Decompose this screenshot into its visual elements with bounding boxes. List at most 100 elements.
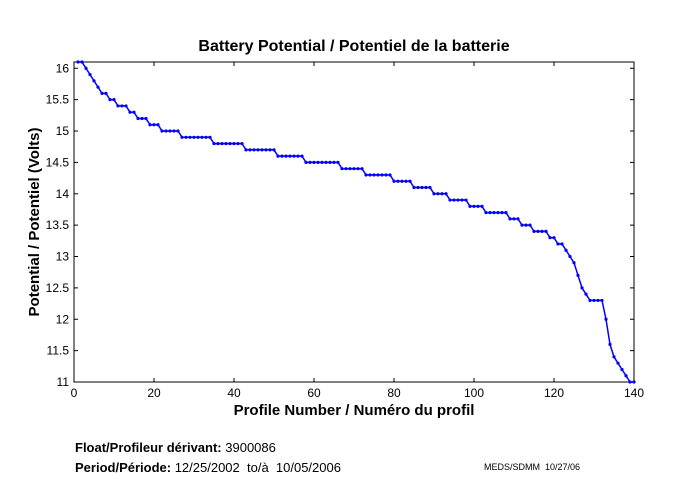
data-point	[336, 160, 340, 164]
y-tick-label: 14.5	[46, 155, 70, 169]
data-point	[276, 154, 280, 158]
data-point	[352, 167, 356, 171]
data-point	[444, 192, 448, 196]
x-tick-label: 100	[464, 386, 484, 400]
data-point	[132, 110, 136, 114]
y-tick-label: 12.5	[46, 281, 70, 295]
data-point	[268, 148, 272, 152]
data-point	[368, 173, 372, 177]
data-point	[540, 229, 544, 234]
data-point	[284, 154, 288, 158]
data-point	[196, 135, 200, 139]
data-point	[224, 141, 228, 146]
data-point	[468, 204, 472, 208]
data-point	[128, 110, 132, 114]
data-point	[388, 173, 392, 177]
data-point	[100, 91, 104, 95]
data-point	[304, 160, 308, 164]
data-point	[308, 160, 312, 164]
series-line	[78, 61, 634, 383]
data-point	[576, 273, 580, 277]
x-tick-label: 140	[624, 386, 644, 400]
chart-title: Battery Potential / Potentiel de la batt…	[198, 38, 509, 55]
data-point	[228, 141, 232, 146]
data-point	[288, 154, 292, 158]
data-point	[528, 223, 532, 227]
data-point	[116, 104, 120, 108]
data-point	[296, 154, 300, 158]
data-point	[532, 229, 536, 234]
data-point	[428, 185, 432, 190]
data-point	[472, 204, 476, 208]
float-info: Float/Profileur dérivant: 3900086	[75, 440, 276, 455]
data-point	[212, 141, 216, 146]
data-point	[332, 160, 336, 164]
period-label: Period/Période:	[75, 460, 172, 475]
data-point	[516, 217, 520, 221]
y-tick-label: 11.5	[47, 344, 70, 358]
data-point	[548, 236, 552, 240]
data-point	[596, 298, 600, 303]
data-point	[408, 179, 412, 183]
data-point	[88, 72, 92, 77]
data-point	[440, 192, 444, 196]
data-point	[556, 242, 560, 246]
data-point	[200, 135, 204, 139]
data-point	[496, 210, 500, 215]
data-point	[480, 204, 484, 208]
data-point	[488, 210, 492, 215]
data-point	[120, 104, 124, 108]
data-point	[84, 66, 88, 70]
series-battery-potential	[76, 60, 636, 384]
data-point	[592, 298, 596, 303]
data-point	[616, 361, 620, 365]
data-point	[536, 229, 540, 234]
data-point	[344, 167, 348, 171]
data-point	[144, 116, 148, 121]
y-tick-label: 13.5	[46, 218, 70, 232]
data-point	[452, 198, 456, 202]
data-point	[380, 173, 384, 177]
data-point	[104, 91, 108, 95]
data-point	[148, 123, 152, 127]
data-point	[292, 154, 296, 158]
data-point	[356, 167, 360, 171]
data-point	[176, 129, 180, 133]
data-point	[436, 192, 440, 196]
y-tick-label: 11	[57, 375, 70, 389]
y-tick-label: 12	[56, 312, 70, 326]
data-point	[568, 254, 572, 259]
data-point	[216, 141, 220, 146]
float-value: 3900086	[225, 440, 276, 455]
x-tick-label: 20	[147, 386, 161, 400]
data-point	[604, 317, 608, 321]
data-point	[580, 286, 584, 290]
x-axis-label: Profile Number / Numéro du profil	[234, 402, 475, 419]
data-point	[172, 129, 176, 133]
data-point	[460, 198, 464, 202]
data-point	[184, 135, 188, 139]
x-tick-label: 40	[227, 386, 241, 400]
data-point	[504, 210, 508, 215]
data-point	[396, 179, 400, 183]
data-point	[484, 210, 488, 215]
x-tick-label: 60	[307, 386, 321, 400]
data-point	[192, 135, 196, 139]
data-point	[564, 248, 568, 252]
y-tick-label: 14	[56, 187, 70, 201]
x-tick-label: 80	[387, 386, 401, 400]
data-point	[432, 192, 436, 196]
data-point	[524, 223, 528, 227]
plot-area-frame	[73, 61, 635, 383]
period-info: Period/Période: 12/25/2002 to/à 10/05/20…	[75, 460, 341, 475]
data-point	[92, 79, 96, 83]
data-point	[140, 116, 144, 121]
y-tick-label: 16	[56, 61, 70, 75]
data-point	[348, 167, 352, 171]
data-point	[168, 129, 172, 133]
data-point	[248, 148, 252, 152]
data-point	[260, 148, 264, 152]
data-point	[252, 148, 256, 152]
data-point	[96, 85, 100, 89]
